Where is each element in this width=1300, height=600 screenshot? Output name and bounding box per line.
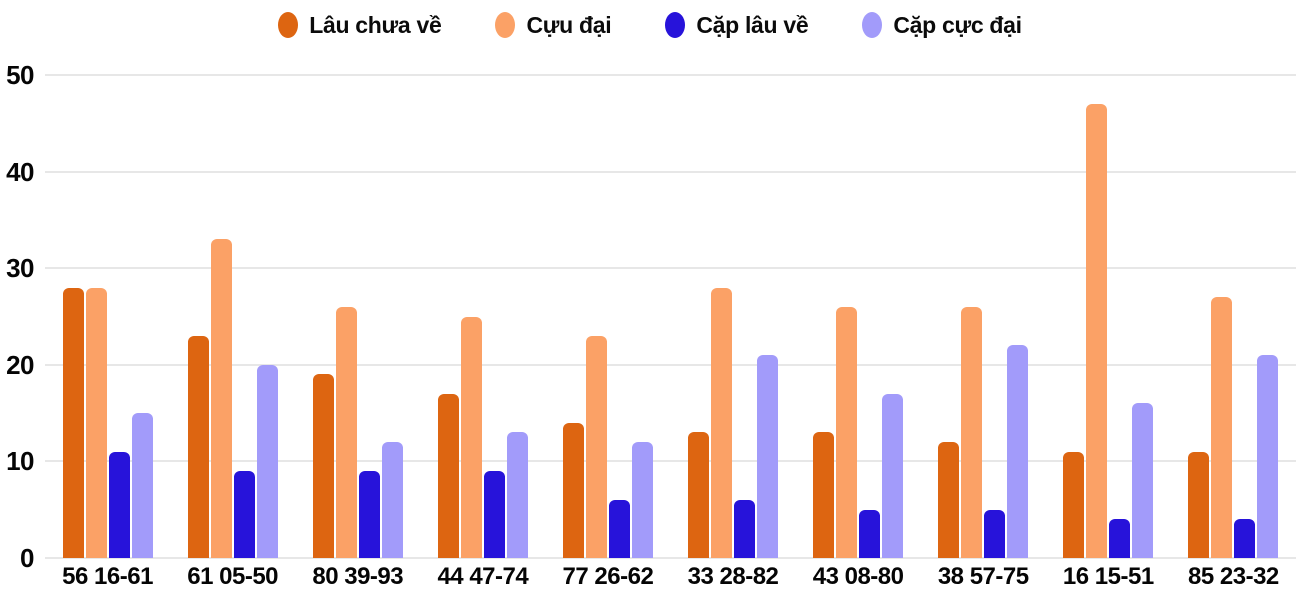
legend-marker-icon: [862, 12, 883, 38]
y-axis: 0 10 20 30 40 50: [0, 62, 36, 571]
legend-marker-icon: [278, 12, 299, 38]
x-axis-category-label: 38 57-75: [937, 563, 1029, 590]
bar-series-3: [358, 471, 380, 558]
bar-series-1: [938, 442, 960, 558]
bar-series-2: [1086, 103, 1108, 558]
bar-series-1: [562, 422, 584, 558]
legend-marker-icon: [495, 12, 516, 38]
legend-item-2[interactable]: Cựu đại: [495, 11, 612, 39]
bar-group: 43 08-80: [796, 75, 921, 589]
bar-series-3: [608, 500, 630, 558]
bar-series-1: [187, 335, 209, 558]
y-axis-tick-label: 10: [6, 446, 34, 477]
bar-series-3: [734, 500, 756, 558]
bar-series-1: [1188, 451, 1210, 558]
bar-series-3: [108, 451, 130, 558]
bar-series-3: [1109, 519, 1131, 558]
bar-group: 77 26-62: [545, 75, 670, 589]
legend-item-1[interactable]: Lâu chưa về: [278, 11, 442, 39]
bar-group: 16 15-51: [1046, 75, 1171, 589]
x-axis-category-label: 77 26-62: [562, 563, 654, 590]
gridline: [45, 557, 1296, 559]
x-axis-category-label: 80 39-93: [312, 563, 404, 590]
bar-series-4: [131, 413, 153, 558]
bar-series-2: [711, 287, 733, 558]
bar-series-2: [335, 306, 357, 558]
bar-series-4: [1132, 403, 1154, 558]
bar-group: 85 23-32: [1171, 75, 1296, 589]
bar-series-3: [233, 471, 255, 558]
bar-group: 33 28-82: [670, 75, 795, 589]
chart-legend: Lâu chưa về Cựu đại Cặp lâu về Cặp cực đại: [0, 6, 1300, 44]
y-axis-tick-label: 0: [20, 543, 34, 573]
legend-label: Cặp cực đại: [893, 11, 1022, 38]
gridline: [45, 170, 1296, 173]
bar-series-2: [210, 239, 232, 558]
bar-series-2: [961, 306, 983, 558]
bar-group: 44 47-74: [420, 75, 545, 589]
gridline: [45, 460, 1296, 463]
y-axis-tick-label: 20: [6, 349, 34, 380]
bar-series-4: [1257, 355, 1279, 558]
legend-item-3[interactable]: Cặp lâu về: [665, 11, 809, 39]
bar-series-1: [312, 374, 334, 558]
x-axis-category-label: 44 47-74: [437, 563, 529, 590]
bar-group: 80 39-93: [295, 75, 420, 589]
y-axis-tick-label: 50: [6, 60, 34, 90]
bar-group: 38 57-75: [921, 75, 1046, 589]
bar-series-4: [381, 442, 403, 558]
gridline: [45, 363, 1296, 366]
x-axis-category-label: 85 23-32: [1188, 563, 1279, 590]
bar-series-2: [585, 335, 607, 558]
bars-area: 56 16-61 61 05-50 80 39-93 44 47-74 77 26-62…: [45, 75, 1296, 589]
bar-series-1: [813, 432, 835, 558]
plot-area: 56 16-61 61 05-50 80 39-93 44 47-74 77 26-62…: [45, 74, 1296, 589]
bar-series-4: [1007, 345, 1029, 558]
y-axis-tick-label: 30: [6, 253, 34, 284]
bar-group: 61 05-50: [170, 75, 295, 589]
bar-group: 56 16-61: [45, 75, 170, 589]
bar-series-3: [483, 471, 505, 558]
bar-series-4: [882, 393, 904, 558]
bar-series-4: [256, 364, 278, 558]
x-axis-category-label: 33 28-82: [687, 563, 779, 590]
legend-item-4[interactable]: Cặp cực đại: [862, 11, 1022, 39]
x-axis-category-label: 16 15-51: [1062, 563, 1154, 590]
bar-series-2: [836, 306, 858, 558]
bar-series-4: [631, 442, 653, 558]
y-axis-tick-label: 40: [6, 156, 34, 187]
bar-series-2: [1211, 297, 1233, 558]
legend-label: Cựu đại: [526, 11, 612, 38]
legend-marker-icon: [665, 12, 686, 38]
gridline: [45, 74, 1296, 76]
legend-label: Cặp lâu về: [696, 11, 809, 38]
legend-label: Lâu chưa về: [309, 11, 442, 38]
bar-series-3: [1234, 519, 1256, 558]
x-axis-category-label: 61 05-50: [187, 563, 279, 590]
bar-series-1: [1063, 451, 1085, 558]
bar-series-2: [460, 316, 482, 558]
x-axis-category-label: 56 16-61: [62, 563, 153, 590]
x-axis-category-label: 43 08-80: [812, 563, 904, 590]
bar-series-4: [757, 355, 779, 558]
bar-series-3: [859, 509, 881, 558]
bar-series-2: [85, 287, 107, 558]
bar-series-1: [688, 432, 710, 558]
bar-series-1: [437, 393, 459, 558]
bar-series-4: [506, 432, 528, 558]
bar-series-1: [62, 287, 84, 558]
gridline: [45, 267, 1296, 270]
bar-series-3: [984, 509, 1006, 558]
